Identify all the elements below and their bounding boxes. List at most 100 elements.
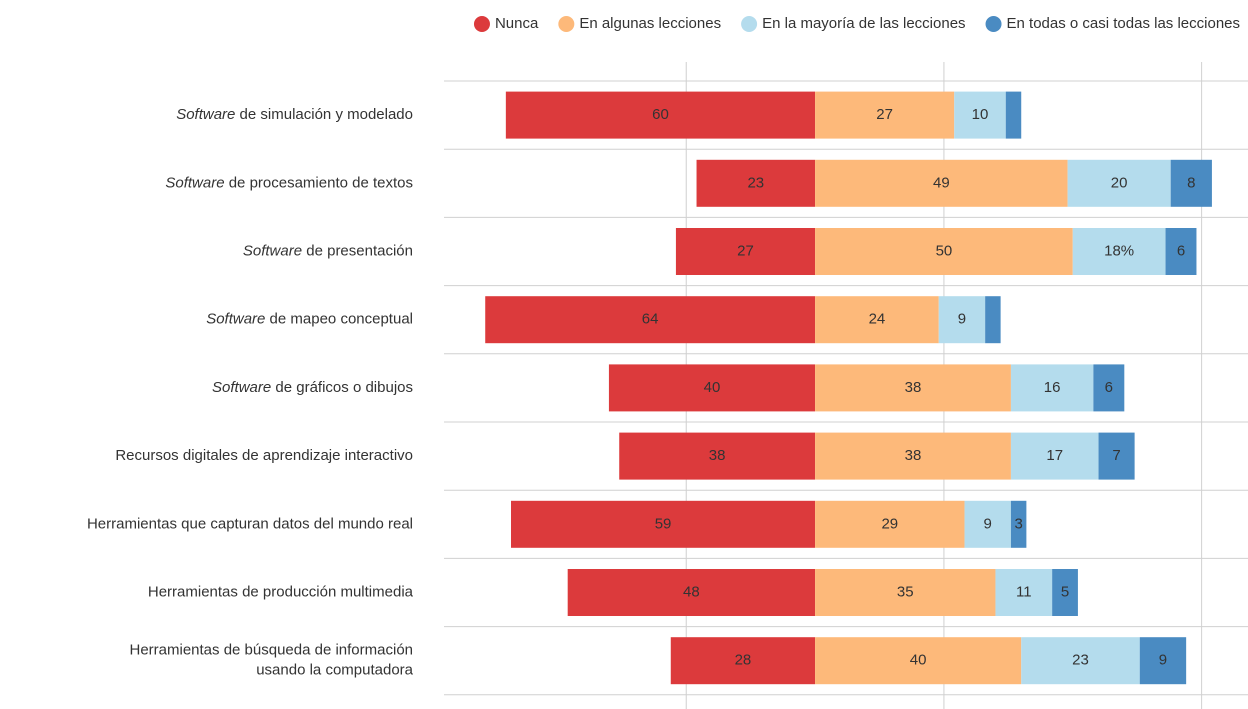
category-line: Herramientas de producción multimedia (148, 583, 414, 600)
category-line: Herramientas de búsqueda de información (130, 642, 414, 659)
bar-segment (815, 228, 1073, 275)
bar-segment (1021, 637, 1140, 685)
value-label: 7 (1112, 447, 1120, 464)
bar-segment (1139, 637, 1187, 685)
bar-segment (670, 637, 816, 685)
bar-segment (608, 364, 816, 412)
value-label: 60 (652, 106, 669, 123)
bar-segment (964, 500, 1011, 548)
category-line: Software de simulación y modelado (176, 106, 413, 123)
legend-swatch (741, 16, 758, 32)
italic-word: Software (206, 311, 265, 328)
value-label: 28 (735, 652, 752, 669)
bar-segment (1165, 228, 1197, 275)
bar-segment (485, 296, 816, 344)
value-label: 10 (972, 106, 989, 123)
bar-segment (815, 432, 1011, 480)
legend-item: En la mayoría de las lecciones (741, 15, 966, 32)
bar-segment (815, 637, 1022, 685)
bar-segment (619, 432, 816, 480)
value-label: 27 (737, 242, 754, 259)
bar-segment (815, 569, 996, 616)
category-label: Herramientas que capturan datos del mund… (87, 515, 413, 532)
value-label: 8 (1187, 174, 1195, 191)
category-label: Software de presentación (243, 242, 413, 259)
category-line: Software de mapeo conceptual (206, 311, 413, 328)
value-label: 24 (869, 311, 886, 328)
bar-segment (1093, 364, 1125, 412)
legend-label: En todas o casi todas las lecciones (1007, 15, 1240, 32)
legend-item: En todas o casi todas las lecciones (985, 15, 1240, 32)
value-label: 48 (683, 583, 700, 600)
legend-label: En algunas lecciones (579, 15, 721, 32)
category-label: Software de procesamiento de textos (165, 174, 413, 191)
category-label: Recursos digitales de aprendizaje intera… (115, 447, 413, 464)
bar-segment (1052, 569, 1078, 616)
legend: Nunca En algunas lecciones En la mayoría d… (473, 15, 1240, 32)
category-label: Software de simulación y modelado (176, 106, 413, 123)
bar-segment (505, 91, 816, 139)
legend-swatch (985, 16, 1002, 32)
bar-segment (815, 159, 1068, 207)
value-label: 3 (1014, 515, 1022, 532)
value-label: 38 (905, 379, 922, 396)
category-line: Herramientas que capturan datos del mund… (87, 515, 413, 532)
bar-segment (1010, 432, 1099, 480)
bar-segment (567, 569, 816, 616)
category-label: Software de mapeo conceptual (206, 311, 413, 328)
category-label: Herramientas de búsqueda de información u… (130, 642, 414, 679)
bar-segment (985, 296, 1001, 344)
value-label: 40 (704, 379, 721, 396)
bar-segment (995, 569, 1053, 616)
bar-segment (675, 228, 816, 275)
legend-label: En la mayoría de las lecciones (762, 15, 965, 32)
value-label: 27 (876, 106, 893, 123)
value-label: 64 (642, 311, 659, 328)
value-label: 29 (881, 515, 898, 532)
value-label: 23 (747, 174, 764, 191)
value-label: 40 (910, 652, 927, 669)
bar-segment (954, 91, 1006, 139)
bar-segment (1005, 91, 1022, 139)
italic-word: Software (165, 174, 224, 191)
value-label: 6 (1105, 379, 1113, 396)
value-label: 38 (709, 447, 726, 464)
bar-segment (1067, 159, 1171, 207)
value-label: 18% (1104, 242, 1134, 259)
value-label: 17 (1046, 447, 1063, 464)
bar-segment (696, 159, 816, 207)
bar-segment (1010, 364, 1094, 412)
value-label: 11 (1016, 583, 1032, 600)
italic-word: Software (212, 379, 271, 396)
value-label: 16 (1044, 379, 1061, 396)
category-line: Software de presentación (243, 242, 413, 259)
bar-segment (815, 500, 965, 548)
value-label: 59 (655, 515, 672, 532)
category-label: Software de gráficos o dibujos (212, 379, 413, 396)
bar-segment (815, 364, 1011, 412)
italic-word: Software (243, 242, 302, 259)
value-label: 9 (1159, 652, 1167, 669)
value-label: 50 (936, 242, 953, 259)
legend-item: Nunca (473, 15, 539, 32)
bar-segment (1098, 432, 1135, 480)
legend-swatch (473, 16, 490, 32)
legend-item: En algunas lecciones (558, 15, 721, 32)
italic-word: Software (176, 106, 235, 123)
value-label: 9 (984, 515, 992, 532)
value-label: 35 (897, 583, 914, 600)
bar-segment (938, 296, 986, 344)
category-line: Software de procesamiento de textos (165, 174, 413, 191)
bar-segment (1072, 228, 1166, 275)
category-line: Recursos digitales de aprendizaje intera… (115, 447, 413, 464)
value-label: 6 (1177, 242, 1185, 259)
value-label: 5 (1061, 583, 1069, 600)
value-label: 38 (905, 447, 922, 464)
category-line: usando la computadora (256, 662, 413, 679)
category-label: Herramientas de producción multimedia (148, 583, 414, 600)
bar-segment (1010, 500, 1027, 548)
value-label: 20 (1111, 174, 1128, 191)
bar-segment (815, 296, 939, 344)
value-label: 23 (1072, 652, 1089, 669)
legend-swatch (558, 16, 575, 32)
